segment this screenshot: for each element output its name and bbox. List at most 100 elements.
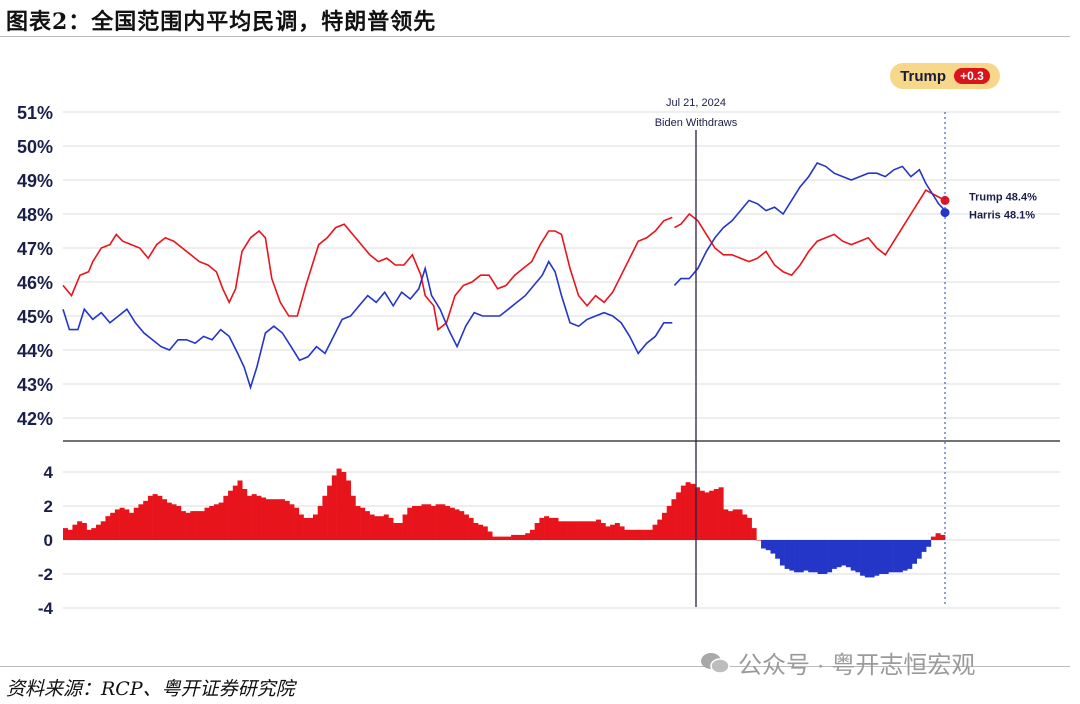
- watermark-text: 公众号 · 粤开志恒宏观: [738, 652, 976, 679]
- lead-bar: [916, 540, 922, 559]
- lead-bar: [940, 534, 946, 540]
- lead-bar: [190, 511, 196, 540]
- lead-bar: [246, 495, 252, 540]
- lead-bar: [572, 521, 578, 540]
- wechat-icon: [700, 652, 730, 674]
- lead-bar: [379, 516, 385, 540]
- lead-bar: [341, 472, 347, 540]
- lead-bar: [695, 487, 701, 540]
- lead-bar: [77, 521, 83, 540]
- lead-bar: [761, 540, 767, 549]
- lead-bar: [195, 511, 201, 540]
- lead-bar: [553, 517, 559, 540]
- lead-bar: [794, 540, 800, 573]
- harris-line: [673, 162, 946, 286]
- lead-bar: [86, 529, 92, 540]
- lead-bar: [67, 529, 73, 540]
- lead-bar: [407, 507, 413, 540]
- lead-bar: [680, 485, 686, 540]
- lead-bar: [888, 540, 894, 573]
- lead-bar: [784, 540, 790, 569]
- lead-bar: [204, 507, 210, 540]
- lead-bar: [666, 506, 672, 540]
- trump-end-label: Trump 48.4%: [969, 191, 1037, 203]
- lead-bar: [133, 507, 139, 540]
- badge-margin: +0.3: [954, 68, 990, 84]
- lead-bar: [445, 506, 451, 540]
- source-note: 资料来源：RCP、粤开证券研究院: [6, 678, 295, 700]
- lead-bar: [544, 516, 550, 540]
- lead-bar: [869, 540, 875, 578]
- lead-bar: [308, 517, 314, 540]
- trump-end-dot: [940, 195, 950, 205]
- lead-bar: [421, 504, 427, 540]
- y-tick-label: 49%: [17, 171, 53, 191]
- y-tick-label: -4: [38, 599, 54, 618]
- annotation-label: Biden Withdraws: [655, 117, 738, 129]
- lead-bar: [827, 540, 833, 573]
- lead-bar: [388, 517, 394, 540]
- axes-labels: 42%43%44%45%46%47%48%49%50%51%420-2-4202…: [17, 103, 54, 618]
- lead-bar: [728, 511, 734, 540]
- lead-bar: [468, 517, 474, 540]
- event-annotation: Jul 21, 2024 Biden Withdraws: [655, 97, 946, 607]
- lead-bar: [129, 512, 135, 540]
- lead-bar: [496, 536, 502, 540]
- lead-bar: [402, 514, 408, 540]
- lead-bar: [223, 495, 229, 540]
- lead-bar: [317, 506, 323, 540]
- trump-line: [674, 189, 946, 277]
- lead-bar: [812, 540, 818, 573]
- lead-bar: [506, 536, 512, 540]
- lead-bar: [836, 540, 842, 568]
- lead-bar: [459, 511, 465, 540]
- lead-bar: [393, 523, 399, 540]
- poll-chart: Trump 48.4% Harris 48.1% 42% 43% 44% 45% 46% 4…: [17, 97, 1060, 618]
- lead-bar: [454, 509, 460, 540]
- lead-bar: [600, 523, 606, 540]
- lead-bar: [322, 495, 328, 540]
- lead-bar: [883, 540, 889, 574]
- lead-bar: [397, 523, 403, 540]
- lead-bar: [100, 521, 106, 540]
- lead-bar: [81, 523, 87, 540]
- lead-bar: [294, 507, 300, 540]
- lead-bar: [166, 502, 172, 540]
- lead-bar: [209, 506, 215, 540]
- lead-bar: [595, 519, 601, 540]
- lead-bar: [662, 512, 668, 540]
- lead-bar: [515, 534, 521, 540]
- lead-bar: [383, 514, 389, 540]
- lead-bar: [213, 504, 219, 540]
- lead-bar: [199, 511, 205, 540]
- lead-bar: [256, 495, 262, 540]
- lead-bar: [265, 499, 271, 540]
- footer-divider: [0, 666, 1070, 667]
- lead-bar: [143, 500, 149, 540]
- y-tick-label: 4: [44, 463, 54, 482]
- y-tick-label: 50%: [17, 137, 53, 157]
- lead-bar: [624, 529, 630, 540]
- lead-bar: [765, 540, 771, 551]
- lead-bar: [921, 540, 927, 552]
- lead-bar: [926, 540, 932, 547]
- lead-bar: [487, 531, 493, 540]
- y-tick-label: 42%: [17, 409, 53, 429]
- lead-bar: [779, 540, 785, 566]
- lead-bar: [751, 528, 757, 540]
- lead-bar: [841, 540, 847, 566]
- lead-bar: [935, 533, 941, 540]
- lead-bar: [482, 526, 488, 540]
- lead-bar: [897, 540, 903, 573]
- lead-bar: [709, 490, 715, 540]
- lead-bar: [808, 540, 814, 573]
- lead-bar: [289, 504, 295, 540]
- lead-bar: [907, 540, 913, 569]
- lead-bar: [605, 526, 611, 540]
- lead-bar: [331, 475, 337, 540]
- lead-bar: [284, 500, 290, 540]
- lead-bar: [114, 509, 120, 540]
- lead-bar: [746, 517, 752, 540]
- lead-bar: [218, 502, 224, 540]
- lead-bar: [855, 540, 861, 573]
